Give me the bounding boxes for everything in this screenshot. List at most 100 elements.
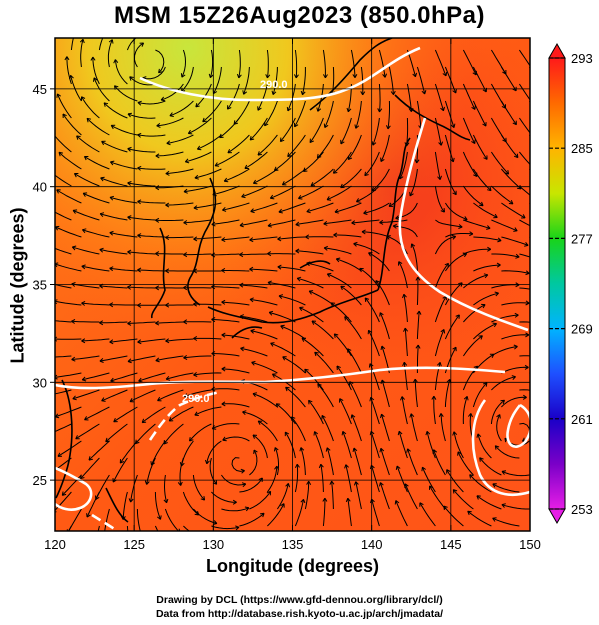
streamline-arrowhead bbox=[284, 431, 290, 437]
streamline-arrowhead bbox=[155, 320, 160, 326]
streamline-arrowhead bbox=[257, 420, 263, 425]
streamline bbox=[133, 42, 144, 68]
streamline-arrowhead bbox=[240, 346, 245, 352]
streamline-arrowhead bbox=[429, 485, 434, 490]
streamline bbox=[434, 151, 441, 180]
streamline bbox=[444, 314, 460, 340]
streamline bbox=[491, 219, 518, 232]
streamline bbox=[127, 148, 156, 153]
streamline bbox=[197, 134, 222, 150]
streamline bbox=[340, 285, 362, 306]
streamline-arrowhead bbox=[193, 335, 198, 341]
streamline-arrowhead bbox=[46, 432, 50, 436]
streamline bbox=[294, 464, 299, 493]
streamline-arrowhead bbox=[222, 436, 227, 442]
streamline-arrowhead bbox=[452, 489, 458, 494]
streamline bbox=[371, 498, 380, 527]
streamline-arrowhead bbox=[214, 162, 220, 167]
streamline bbox=[472, 66, 487, 93]
streamline-arrowhead bbox=[326, 272, 332, 278]
streamline bbox=[276, 483, 289, 510]
streamline-arrowhead bbox=[333, 232, 338, 238]
streamline-arrowhead bbox=[277, 264, 282, 270]
streamline bbox=[333, 333, 352, 357]
streamline-arrowhead bbox=[515, 253, 520, 259]
streamline-arrowhead bbox=[208, 73, 214, 79]
y-tick-label: 40 bbox=[33, 180, 47, 195]
streamline-arrowhead bbox=[457, 451, 462, 456]
streamline-arrowhead bbox=[415, 344, 421, 349]
streamline-arrowhead bbox=[239, 252, 244, 258]
streamline bbox=[303, 151, 324, 172]
streamline bbox=[372, 117, 380, 146]
streamline bbox=[280, 117, 296, 142]
streamline bbox=[266, 49, 269, 78]
streamline-arrowhead bbox=[127, 146, 132, 152]
streamline bbox=[340, 117, 352, 145]
streamline bbox=[356, 185, 380, 203]
streamline bbox=[157, 389, 184, 402]
streamline bbox=[519, 151, 530, 166]
streamline bbox=[82, 229, 110, 238]
streamline bbox=[473, 236, 502, 242]
streamline bbox=[241, 185, 268, 198]
streamline bbox=[127, 113, 156, 119]
streamline-arrowhead bbox=[241, 482, 247, 488]
streamline-arrowhead bbox=[282, 356, 287, 361]
streamline-arrowhead bbox=[165, 202, 170, 208]
streamline-arrowhead bbox=[513, 153, 519, 159]
streamline-arrowhead bbox=[344, 464, 349, 469]
streamline bbox=[491, 346, 518, 357]
streamline bbox=[99, 285, 128, 289]
streamline bbox=[81, 302, 110, 306]
streamline bbox=[55, 457, 72, 471]
streamline-arrowhead bbox=[452, 346, 457, 352]
streamline-arrowhead bbox=[406, 448, 411, 453]
streamline bbox=[109, 232, 138, 238]
streamline-arrowhead bbox=[525, 332, 530, 338]
streamline-arrowhead bbox=[82, 228, 87, 234]
streamline-arrowhead bbox=[90, 56, 96, 61]
streamline bbox=[55, 174, 72, 187]
streamline bbox=[285, 386, 306, 408]
streamline-arrowhead bbox=[139, 533, 143, 537]
streamline-arrowhead bbox=[82, 192, 88, 197]
streamline bbox=[221, 236, 250, 241]
streamline-arrowhead bbox=[47, 207, 51, 211]
streamline-arrowhead bbox=[184, 158, 190, 164]
streamline-arrowhead bbox=[493, 213, 498, 219]
streamline-arrowhead bbox=[352, 73, 358, 78]
streamline-arrowhead bbox=[271, 90, 277, 95]
streamline bbox=[194, 168, 222, 179]
streamline bbox=[380, 448, 390, 476]
streamline bbox=[399, 151, 408, 180]
streamline-arrowhead bbox=[144, 480, 150, 485]
streamline bbox=[494, 445, 520, 459]
streamline-arrowhead bbox=[543, 323, 547, 327]
streamline-arrowhead bbox=[165, 302, 170, 308]
streamline bbox=[311, 320, 334, 340]
streamline bbox=[336, 365, 352, 391]
streamline bbox=[429, 485, 446, 510]
streamline-arrowhead bbox=[379, 447, 385, 453]
streamline bbox=[211, 253, 240, 256]
streamline bbox=[240, 315, 268, 323]
streamline bbox=[434, 263, 449, 289]
streamline-arrowhead bbox=[109, 230, 114, 236]
streamline bbox=[55, 372, 82, 378]
streamline bbox=[165, 372, 194, 380]
streamline bbox=[71, 320, 100, 323]
streamline bbox=[112, 457, 128, 483]
streamline-arrowhead bbox=[138, 377, 143, 383]
streamline bbox=[224, 168, 250, 182]
streamline bbox=[55, 406, 82, 418]
streamline bbox=[469, 474, 492, 493]
streamline-arrowhead bbox=[189, 437, 194, 442]
streamline bbox=[317, 134, 334, 159]
streamline bbox=[294, 49, 298, 78]
streamline bbox=[110, 372, 138, 382]
streamline-arrowhead bbox=[489, 353, 495, 359]
streamline-arrowhead bbox=[72, 395, 77, 401]
colorbar-lower-arrow bbox=[548, 508, 566, 525]
streamline bbox=[239, 219, 268, 226]
